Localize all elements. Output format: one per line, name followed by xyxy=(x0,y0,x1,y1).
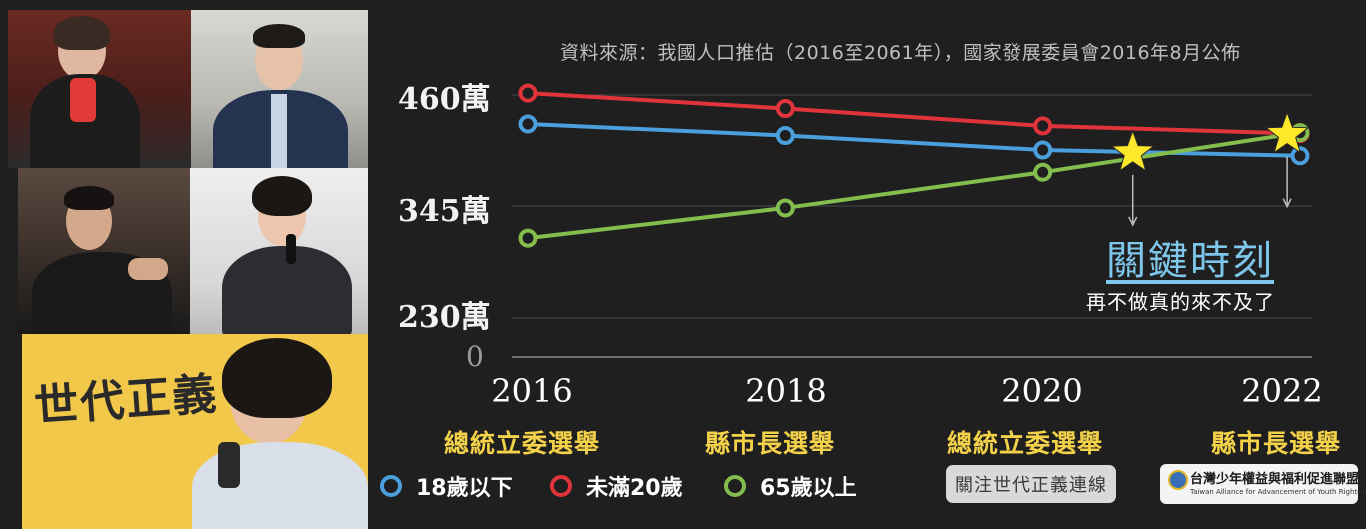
legend-item-under-18: 18歲以下 xyxy=(380,470,513,502)
photo-legislator-2 xyxy=(191,10,368,168)
x-caption-election: 縣市長選舉 xyxy=(1210,429,1341,458)
legend-circle-icon xyxy=(380,475,402,497)
legend-circle-icon xyxy=(550,475,572,497)
x-caption-election: 總統立委選舉 xyxy=(443,429,600,458)
x-caption-election: 總統立委選舉 xyxy=(946,429,1103,458)
data-point xyxy=(518,228,538,248)
source-note: 資料來源：我國人口推估（2016至2061年），國家發展委員會2016年8月公佈 xyxy=(560,42,1241,64)
org-emblem-icon xyxy=(1168,470,1188,490)
series-line xyxy=(527,130,1301,241)
data-point xyxy=(518,83,538,103)
photo-legislator-4 xyxy=(190,168,368,334)
photo-president: 世代正義 xyxy=(22,334,368,529)
data-point xyxy=(1033,116,1053,136)
y-tick-label: 230萬 xyxy=(398,300,491,335)
legend-item-under-20: 未滿20歲 xyxy=(550,470,683,502)
key-moment-subtitle: 再不做真的來不及了 xyxy=(1086,290,1275,314)
arrow-head-icon xyxy=(1282,198,1292,209)
photo-legislator-3 xyxy=(18,168,190,334)
data-point xyxy=(1033,140,1053,160)
data-point xyxy=(1033,162,1053,182)
legend-label: 65歲以上 xyxy=(760,476,857,501)
data-point xyxy=(1290,146,1310,166)
key-moment-title: 關鍵時刻 xyxy=(1106,238,1274,284)
legend-label: 未滿20歲 xyxy=(586,476,683,501)
star-icon xyxy=(1110,129,1156,172)
arrow-head-icon xyxy=(1128,216,1138,227)
series-line xyxy=(527,91,1301,136)
legend-item-over-65: 65歲以上 xyxy=(724,470,857,502)
x-tick-label: 2018 xyxy=(745,372,827,410)
org-logo-zh: 台灣少年權益與福利促進聯盟 xyxy=(1190,472,1360,487)
photo-legislator-1 xyxy=(8,10,191,168)
data-point xyxy=(775,198,795,218)
legend-circle-icon xyxy=(724,475,746,497)
x-tick-label: 2022 xyxy=(1241,372,1323,410)
org-logo-en: Taiwan Alliance for Advancement of Youth… xyxy=(1190,488,1366,496)
y-tick-label: 0 xyxy=(466,340,484,373)
data-point xyxy=(775,126,795,146)
org-logo: 台灣少年權益與福利促進聯盟 Taiwan Alliance for Advanc… xyxy=(1160,464,1366,504)
x-caption-election: 縣市長選舉 xyxy=(704,429,835,458)
x-tick-label: 2020 xyxy=(1001,372,1083,410)
x-tick-label: 2016 xyxy=(491,372,573,410)
y-tick-label: 460萬 xyxy=(398,82,491,117)
y-tick-label: 345萬 xyxy=(398,194,491,229)
legend-label: 18歲以下 xyxy=(416,476,513,501)
data-point xyxy=(775,99,795,119)
star-icon xyxy=(1264,111,1310,154)
data-point xyxy=(518,114,538,134)
follow-button[interactable]: 關注世代正義連線 xyxy=(946,465,1116,503)
